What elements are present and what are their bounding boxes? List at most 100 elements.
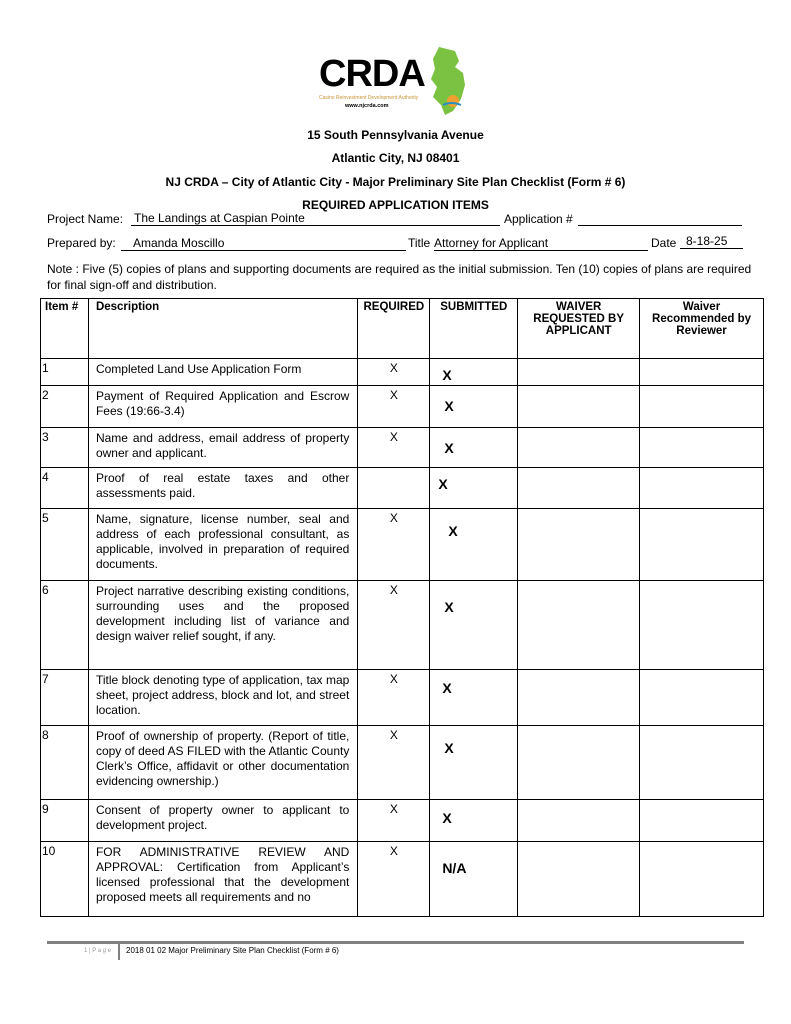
table-row: 9 Consent of property owner to applicant … xyxy=(40,799,764,842)
new-jersey-map-icon xyxy=(431,47,465,115)
header-submitted: SUBMITTED xyxy=(429,298,519,359)
footer-divider xyxy=(118,944,120,960)
table-row: 3 Name and address, email address of prop… xyxy=(40,427,764,468)
waiver-recommended-cell[interactable] xyxy=(639,841,764,917)
required-mark: X xyxy=(357,669,431,726)
waiver-requested-cell[interactable] xyxy=(517,358,641,386)
item-number: 6 xyxy=(40,580,89,670)
item-number: 10 xyxy=(40,841,89,917)
section-title: REQUIRED APPLICATION ITEMS xyxy=(302,198,489,212)
date-value: 8-18-25 xyxy=(686,234,728,248)
item-number: 9 xyxy=(40,799,89,842)
address-line-1: 15 South Pennsylvania Avenue xyxy=(307,128,484,142)
header-item: Item # xyxy=(40,298,89,359)
title-label: Title xyxy=(408,236,431,250)
application-number-field[interactable] xyxy=(578,211,742,226)
checklist-table: Item # Description REQUIRED SUBMITTED WA… xyxy=(40,298,764,917)
description: Proof of ownership of property. (Report … xyxy=(87,725,359,800)
description: Title block denoting type of application… xyxy=(87,669,359,726)
item-number: 8 xyxy=(40,725,89,800)
waiver-recommended-cell[interactable] xyxy=(639,427,764,468)
table-row: 6 Project narrative describing existing c… xyxy=(40,580,764,670)
title-field[interactable]: Attorney for Applicant xyxy=(434,236,648,251)
table-row: 7 Title block denoting type of applicatio… xyxy=(40,669,764,726)
waiver-recommended-cell[interactable] xyxy=(639,508,764,581)
submitted-mark: N/A xyxy=(429,841,519,917)
submitted-mark: X xyxy=(429,385,519,428)
submitted-mark: X xyxy=(429,725,519,800)
waiver-recommended-cell[interactable] xyxy=(639,580,764,670)
address-line-2: Atlantic City, NJ 08401 xyxy=(331,151,460,165)
description: Consent of property owner to applicant t… xyxy=(87,799,359,842)
required-mark: X xyxy=(357,508,431,581)
description: Name and address, email address of prope… xyxy=(87,427,359,468)
required-mark: X xyxy=(357,799,431,842)
project-name-field[interactable]: The Landings at Caspian Pointe xyxy=(131,211,500,226)
logo-wordmark: CRDA xyxy=(319,53,426,95)
description: FOR ADMINISTRATIVE REVIEW AND APPROVAL: … xyxy=(87,841,359,917)
logo-subtitle: Casino Reinvestment Development Authorit… xyxy=(319,95,419,101)
logo-url: www.njcrda.com xyxy=(345,103,389,109)
prepared-by-value: Amanda Moscillo xyxy=(133,236,225,250)
required-mark: X xyxy=(357,841,431,917)
required-mark: X xyxy=(357,580,431,670)
table-row: 5 Name, signature, license number, seal a… xyxy=(40,508,764,581)
waiver-recommended-cell[interactable] xyxy=(639,669,764,726)
waiver-requested-cell[interactable] xyxy=(517,385,641,428)
header-waiver-recommended: Waiver Recommended by Reviewer xyxy=(639,298,764,359)
table-row: 1 Completed Land Use Application Form X X xyxy=(40,358,764,386)
header-required: REQUIRED xyxy=(357,298,431,359)
waiver-recommended-cell[interactable] xyxy=(639,725,764,800)
waiver-requested-cell[interactable] xyxy=(517,508,641,581)
table-row: 2 Payment of Required Application and Esc… xyxy=(40,385,764,428)
waiver-requested-cell[interactable] xyxy=(517,669,641,726)
required-mark: X xyxy=(357,427,431,468)
project-name-value: The Landings at Caspian Pointe xyxy=(134,211,305,225)
waiver-recommended-cell[interactable] xyxy=(639,385,764,428)
description: Payment of Required Application and Escr… xyxy=(87,385,359,428)
crda-logo: CRDA Casino Reinvestment Development Aut… xyxy=(315,45,475,115)
waiver-recommended-cell[interactable] xyxy=(639,358,764,386)
waiver-requested-cell[interactable] xyxy=(517,841,641,917)
header-description: Description xyxy=(87,298,359,359)
required-mark: X xyxy=(357,358,431,386)
waiver-recommended-cell[interactable] xyxy=(639,467,764,509)
description: Project narrative describing existing co… xyxy=(87,580,359,670)
required-mark: X xyxy=(357,725,431,800)
description: Name, signature, license number, seal an… xyxy=(87,508,359,581)
application-number-label: Application # xyxy=(504,212,573,226)
waiver-requested-cell[interactable] xyxy=(517,799,641,842)
prepared-by-field[interactable]: Amanda Moscillo xyxy=(121,236,406,251)
item-number: 3 xyxy=(40,427,89,468)
table-row: 4 Proof of real estate taxes and other as… xyxy=(40,467,764,509)
waiver-recommended-cell[interactable] xyxy=(639,799,764,842)
submitted-mark: X xyxy=(429,467,519,509)
description: Proof of real estate taxes and other ass… xyxy=(87,467,359,509)
date-field[interactable]: 8-18-25 xyxy=(680,234,743,249)
waiver-requested-cell[interactable] xyxy=(517,580,641,670)
waiver-requested-cell[interactable] xyxy=(517,427,641,468)
submitted-mark: X xyxy=(429,508,519,581)
item-number: 2 xyxy=(40,385,89,428)
table-row: 8 Proof of ownership of property. (Report… xyxy=(40,725,764,800)
submission-note: Note : Five (5) copies of plans and supp… xyxy=(47,262,752,292)
date-label: Date xyxy=(651,236,677,250)
table-row: 10 FOR ADMINISTRATIVE REVIEW AND APPROVAL… xyxy=(40,841,764,917)
footer-rule xyxy=(47,941,744,944)
submitted-mark: X xyxy=(429,580,519,670)
header-waiver-requested: WAIVER REQUESTED BY APPLICANT xyxy=(517,298,641,359)
required-mark: X xyxy=(357,385,431,428)
submitted-mark: X xyxy=(429,358,519,386)
waiver-requested-cell[interactable] xyxy=(517,467,641,509)
submitted-mark: X xyxy=(429,799,519,842)
waiver-requested-cell[interactable] xyxy=(517,725,641,800)
submitted-mark: X xyxy=(429,427,519,468)
footer-text: 2018 01 02 Major Preliminary Site Plan C… xyxy=(126,946,339,955)
prepared-by-label: Prepared by: xyxy=(47,236,116,250)
page-number: 1 | P a g e xyxy=(84,948,112,954)
title-value: Attorney for Applicant xyxy=(434,236,549,250)
form-title: NJ CRDA – City of Atlantic City - Major … xyxy=(165,175,626,189)
submitted-mark: X xyxy=(429,669,519,726)
project-name-label: Project Name: xyxy=(47,212,124,226)
